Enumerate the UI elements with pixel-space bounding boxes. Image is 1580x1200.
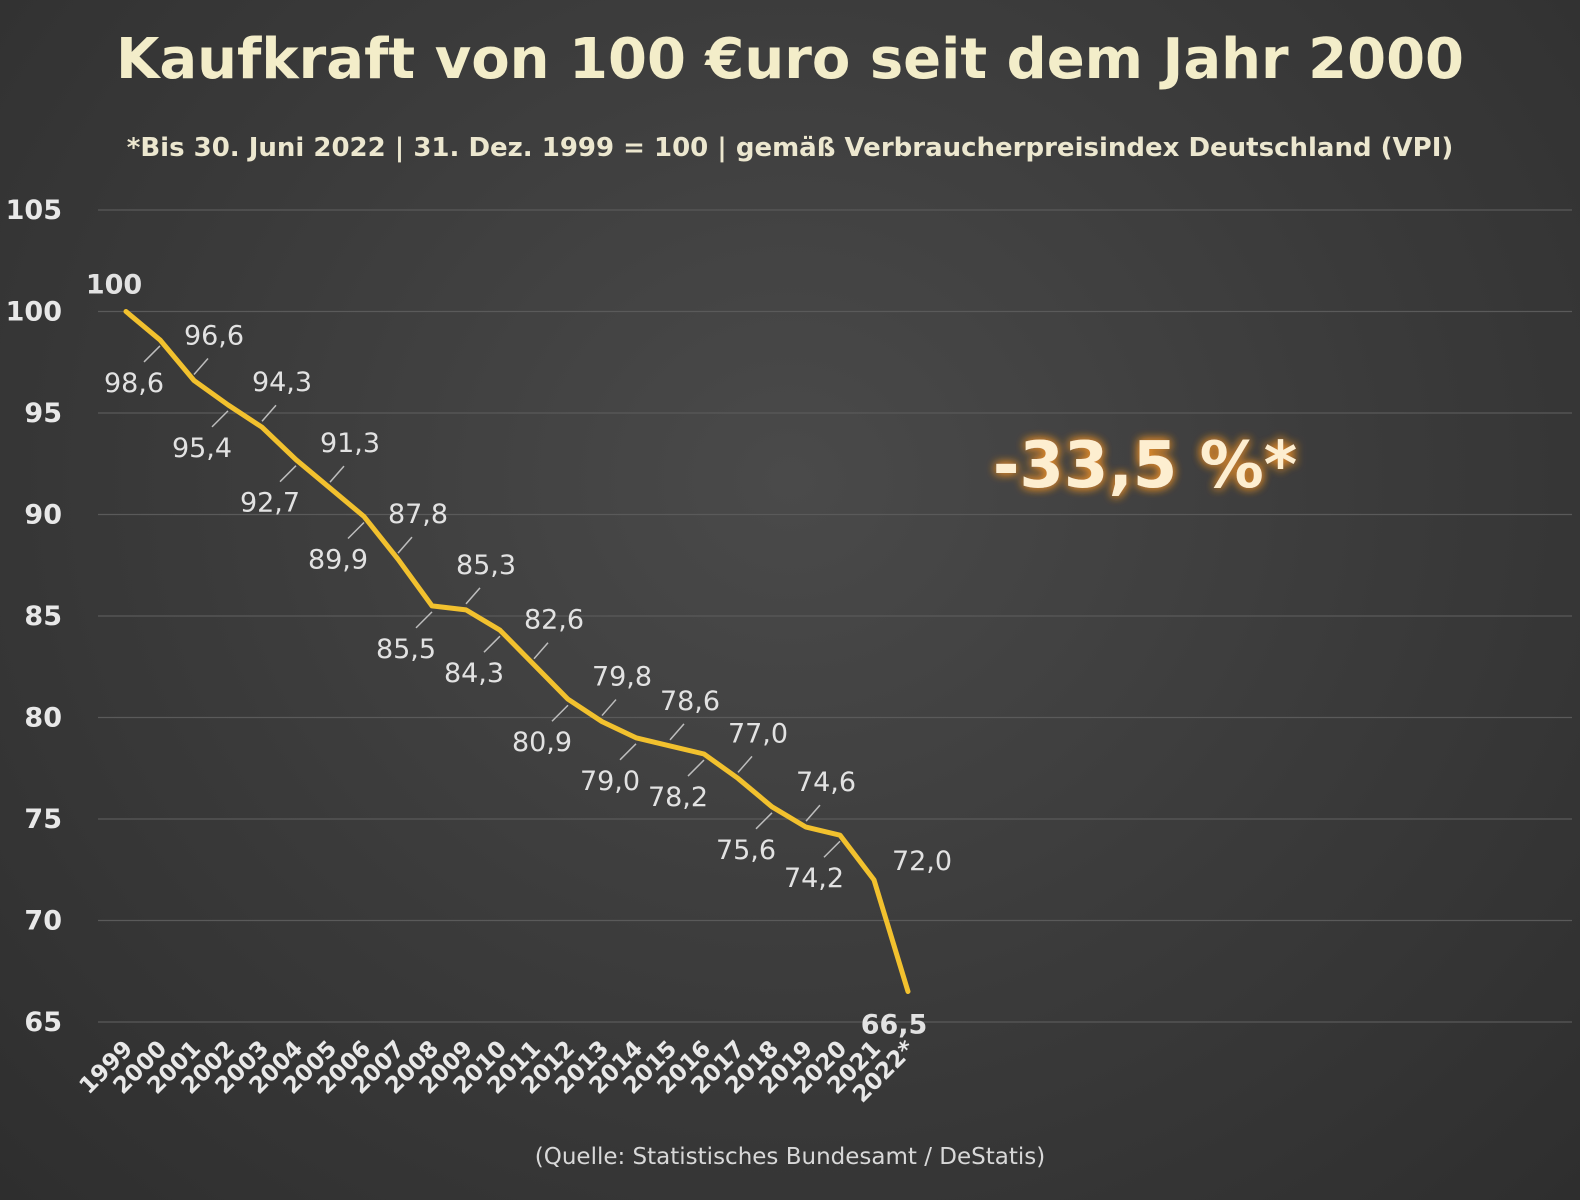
data-label: 80,9 <box>512 727 572 758</box>
y-tick-label: 105 <box>6 195 62 226</box>
data-label: 78,2 <box>648 782 708 813</box>
y-tick-label: 70 <box>24 906 62 937</box>
label-leader <box>279 465 297 483</box>
label-leader <box>823 840 841 858</box>
label-leader <box>347 521 365 540</box>
data-label: 79,0 <box>580 766 640 797</box>
label-leader <box>397 536 413 554</box>
y-tick-label: 80 <box>24 703 62 734</box>
data-label: 91,3 <box>320 428 380 459</box>
label-leader <box>669 723 685 741</box>
series-line <box>123 309 911 994</box>
data-label: 82,6 <box>524 605 584 636</box>
data-label: 92,7 <box>240 488 300 519</box>
source-note: (Quelle: Statistisches Bundesamt / DeSta… <box>535 1144 1045 1170</box>
y-axis-ticks: 105 100 95 90 85 80 75 70 65 <box>6 195 62 1038</box>
y-tick-label: 90 <box>24 500 62 531</box>
label-leader <box>687 759 705 777</box>
y-tick-label: 65 <box>24 1007 62 1038</box>
label-leader <box>805 804 821 822</box>
label-leader <box>261 404 277 422</box>
data-label: 78,6 <box>660 686 720 717</box>
data-label: 79,8 <box>592 662 652 693</box>
chart-title: Kaufkraft von 100 €uro seit dem Jahr 200… <box>116 27 1464 92</box>
label-leader <box>601 699 617 717</box>
data-label: 74,2 <box>784 863 844 894</box>
data-label: 75,6 <box>716 835 776 866</box>
label-leader <box>619 743 637 761</box>
data-label: 74,6 <box>796 767 856 798</box>
data-label: 72,0 <box>892 846 952 877</box>
data-label: 100 <box>86 270 142 301</box>
data-label: 85,5 <box>376 634 436 665</box>
data-label: 87,8 <box>388 499 448 530</box>
data-label: 84,3 <box>444 658 504 689</box>
x-axis-ticks: 1999200020012002200320042005200620072008… <box>75 1036 921 1108</box>
label-leader <box>465 587 481 605</box>
label-leader <box>737 755 753 773</box>
label-leader <box>193 358 209 376</box>
data-label: 98,6 <box>104 368 164 399</box>
y-tick-label: 75 <box>24 804 62 835</box>
label-leader <box>415 611 433 629</box>
data-labels: 100 98,6 96,6 95,4 94,3 92,7 91,3 89,9 87,8 85,5 8… <box>86 270 952 1041</box>
label-leader <box>755 812 773 830</box>
label-leader <box>551 704 569 722</box>
label-leaders <box>143 345 841 858</box>
data-label: 66,5 <box>861 1010 928 1041</box>
y-tick-label: 85 <box>24 601 62 632</box>
chart-subtitle: *Bis 30. Juni 2022 | 31. Dez. 1999 = 100… <box>127 133 1454 163</box>
data-label: 94,3 <box>252 367 312 398</box>
data-label: 89,9 <box>308 545 368 576</box>
data-label: 95,4 <box>172 433 232 464</box>
label-leader <box>143 345 161 363</box>
label-leader <box>483 635 501 653</box>
data-label: 85,3 <box>456 550 516 581</box>
y-tick-label: 95 <box>24 398 62 429</box>
grid <box>98 209 1572 1023</box>
label-leader <box>211 410 229 428</box>
data-label: 77,0 <box>728 718 788 749</box>
y-tick-label: 100 <box>6 297 62 328</box>
label-leader <box>533 642 549 660</box>
annotation-decline: -33,5 %* <box>993 429 1297 503</box>
data-label: 96,6 <box>184 321 244 352</box>
label-leader <box>329 465 345 483</box>
